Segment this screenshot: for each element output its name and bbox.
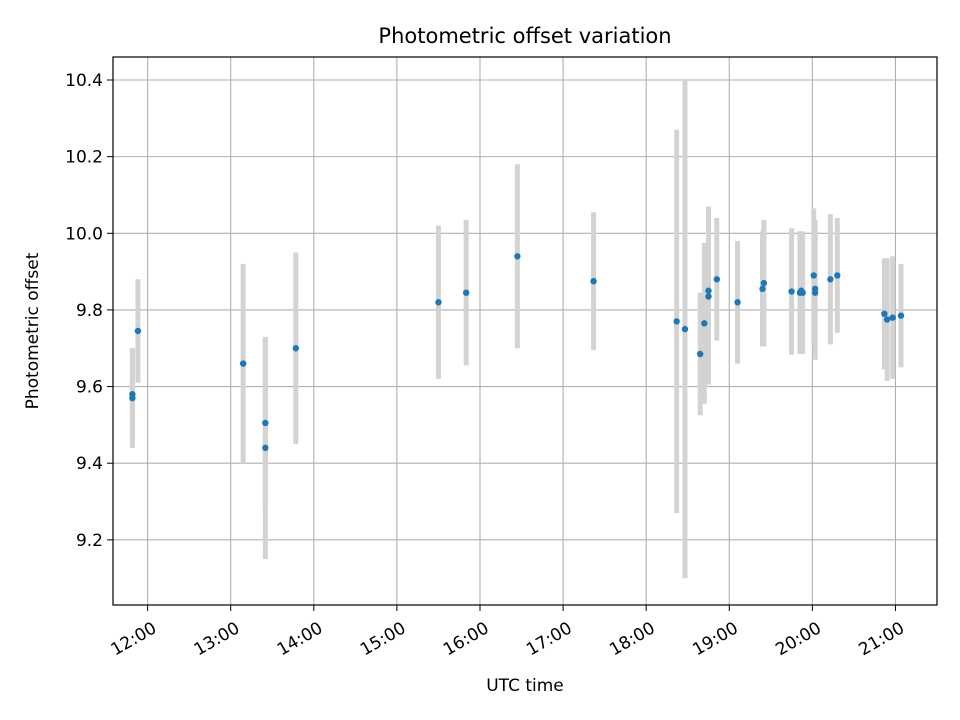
y-tick-label: 10.2: [65, 148, 103, 168]
data-point: [760, 279, 768, 287]
data-point: [811, 285, 819, 293]
plot-frame: [112, 56, 938, 606]
grid: [113, 57, 937, 605]
data-point: [759, 285, 766, 293]
data-point: [514, 253, 521, 260]
data-point: [681, 325, 689, 333]
data-point: [881, 310, 888, 317]
data-point: [696, 350, 704, 358]
data-point: [705, 293, 712, 300]
data-point: [701, 320, 708, 327]
y-tick-label: 9.4: [76, 454, 103, 474]
data-points: [129, 253, 905, 452]
data-point: [734, 299, 741, 306]
y-tick-label: 9.2: [76, 531, 103, 551]
y-axis-label: Photometric offset: [23, 252, 43, 409]
x-axis-label: UTC time: [486, 676, 564, 696]
data-point: [590, 277, 597, 285]
data-point: [889, 314, 896, 321]
data-point: [897, 312, 905, 319]
data-point: [705, 287, 712, 294]
y-tick-label: 9.8: [76, 301, 103, 321]
data-point: [134, 327, 142, 335]
y-tick-label: 10.0: [65, 224, 103, 244]
y-axis: 9.2 9.4 9.6 9.8 10.0 10.2 10.4: [65, 71, 113, 551]
chart-title: Photometric offset variation: [378, 24, 671, 48]
data-point: [827, 276, 834, 283]
data-point: [810, 272, 817, 279]
data-point: [462, 289, 470, 296]
data-point: [239, 360, 247, 367]
data-point: [129, 391, 136, 398]
data-point: [834, 272, 841, 279]
data-point: [788, 288, 795, 295]
data-point: [292, 345, 300, 352]
data-point: [262, 444, 269, 452]
y-tick-label: 9.6: [76, 378, 103, 398]
y-tick-label: 10.4: [65, 71, 103, 91]
data-point: [799, 289, 806, 296]
data-point: [262, 419, 269, 427]
data-point: [713, 276, 721, 283]
data-point: [883, 316, 891, 323]
data-point: [673, 318, 680, 325]
data-point: [435, 299, 442, 306]
